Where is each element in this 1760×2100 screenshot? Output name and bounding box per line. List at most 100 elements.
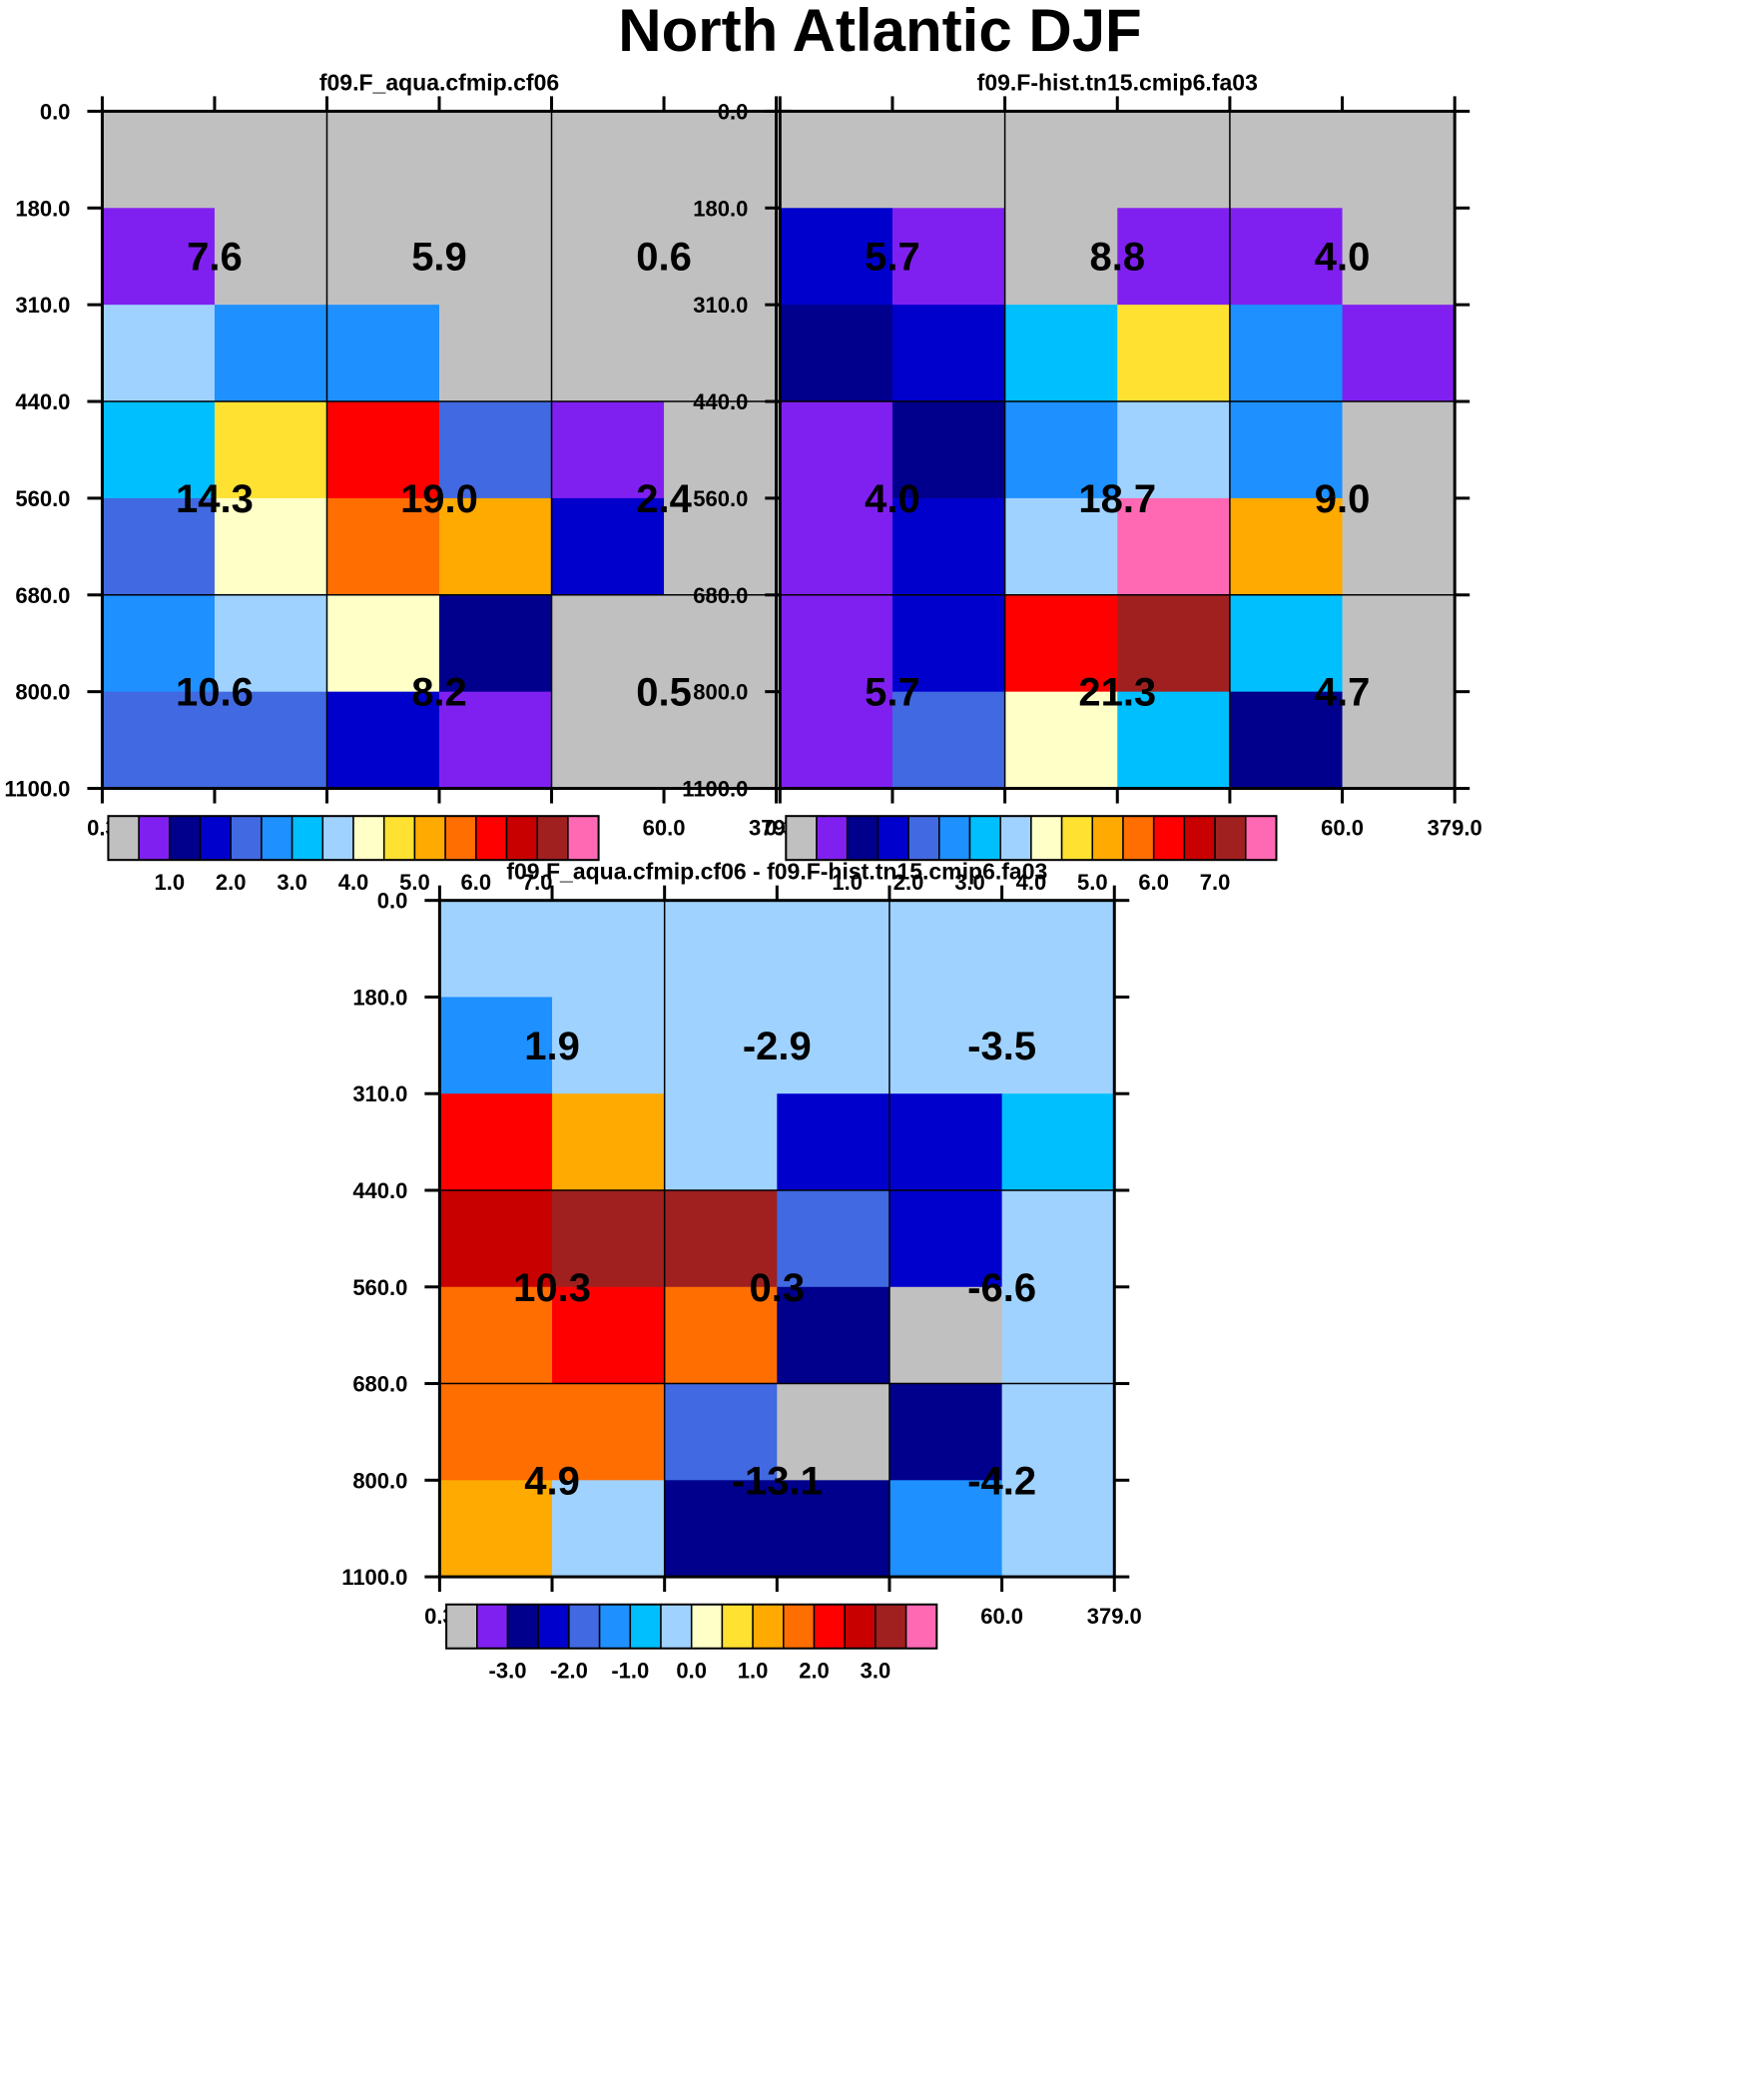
- heatmap-cell: [326, 594, 440, 693]
- heatmap-cell: [551, 111, 665, 209]
- heatmap-cell: [777, 1480, 890, 1578]
- heatmap-cell: [1342, 208, 1456, 306]
- y-tick-label: 800.0: [15, 680, 70, 705]
- heatmap-cell: [891, 401, 1006, 499]
- y-tick-label: 310.0: [352, 1081, 407, 1106]
- heatmap-cell: [1342, 594, 1456, 693]
- heatmap-cell: [664, 208, 778, 306]
- heatmap-cell: [664, 1189, 778, 1288]
- colorbar-box: [1122, 815, 1155, 861]
- block-value-label: -4.2: [967, 1459, 1036, 1503]
- colorbar-box: [1183, 815, 1216, 861]
- heatmap-cell: [552, 997, 666, 1094]
- block-value-label: 0.3: [750, 1266, 806, 1310]
- x-tick-label: 60.0: [643, 816, 686, 841]
- colorbar-box: [875, 1603, 907, 1650]
- colorbar-label: -1.0: [611, 1659, 649, 1684]
- heatmap-cell: [1117, 305, 1231, 402]
- heatmap-cell: [1117, 111, 1231, 209]
- colorbar-label: 4.0: [1016, 870, 1047, 895]
- heatmap-cell: [1001, 997, 1115, 1094]
- panel-title: f09.F-hist.tn15.cmip6.fa03: [977, 69, 1258, 95]
- colorbar-label: 6.0: [1138, 870, 1169, 895]
- heatmap-cell: [891, 111, 1006, 209]
- x-tick-label: 379.0: [1087, 1604, 1142, 1629]
- colorbar-label: 6.0: [461, 870, 492, 895]
- heatmap-cell: [664, 401, 778, 499]
- colorbar-label: 1.0: [155, 870, 186, 895]
- colorbar-label: -2.0: [550, 1659, 588, 1684]
- heatmap-cell: [777, 1093, 890, 1191]
- colorbar-box: [752, 1603, 785, 1650]
- block-value-label: -13.1: [732, 1459, 823, 1503]
- heatmap-cell: [777, 1189, 890, 1288]
- heatmap-cell: [439, 1189, 553, 1288]
- colorbar-label: 7.0: [1200, 870, 1231, 895]
- y-tick-label: 800.0: [693, 680, 748, 705]
- heatmap-cell: [102, 305, 216, 402]
- heatmap-cell: [102, 111, 216, 209]
- heatmap-cell: [1001, 1480, 1115, 1578]
- heatmap-cell: [1342, 305, 1456, 402]
- colorbar-label: 4.0: [338, 870, 369, 895]
- heatmap-cell: [780, 594, 893, 693]
- colorbar-label: -3.0: [489, 1659, 527, 1684]
- heatmap-cell: [1004, 111, 1118, 209]
- heatmap-cell: [326, 497, 440, 596]
- colorbar-label: 3.0: [954, 870, 985, 895]
- block-value-label: -2.9: [743, 1025, 812, 1068]
- colorbar-box: [107, 815, 140, 861]
- block-value-label: 0.5: [636, 671, 692, 715]
- colorbar-box: [999, 815, 1032, 861]
- y-tick-label: 680.0: [15, 583, 70, 608]
- colorbar-box: [785, 815, 818, 861]
- heatmap-cell: [1342, 497, 1456, 596]
- heatmap-cell: [326, 208, 440, 306]
- heatmap-cell: [1229, 305, 1344, 402]
- heatmap-cell: [1001, 900, 1115, 999]
- heatmap-cell: [439, 1093, 553, 1191]
- heatmap-cell: [1342, 401, 1456, 499]
- page-title: North Atlantic DJF: [618, 0, 1142, 64]
- y-tick-label: 440.0: [352, 1178, 407, 1203]
- heatmap-cell: [439, 111, 553, 209]
- heatmap-cell: [1117, 691, 1231, 790]
- x-tick-label: 60.0: [980, 1604, 1023, 1629]
- heatmap-cell: [214, 111, 328, 209]
- colorbar-box: [413, 815, 446, 861]
- panel-title: f09.F_aqua.cfmip.cf06: [319, 69, 559, 95]
- block-value-label: 10.6: [176, 671, 254, 715]
- block-value-label: 21.3: [1078, 671, 1156, 715]
- block-value-label: 14.3: [176, 477, 254, 521]
- heatmap-cell: [888, 997, 1003, 1094]
- heatmap-cell: [214, 497, 328, 596]
- heatmap-cell: [664, 497, 778, 596]
- heatmap-cell: [664, 111, 778, 209]
- heatmap-cell: [664, 1093, 778, 1191]
- heatmap-cell: [552, 1286, 666, 1385]
- panel-title: f09.F_aqua.cfmip.cf06 - f09.F-hist.tn15.…: [506, 859, 1047, 885]
- heatmap-cell: [780, 401, 893, 499]
- block-value-label: 2.4: [636, 477, 692, 521]
- heatmap-cell: [439, 691, 553, 790]
- heatmap-cell: [551, 497, 665, 596]
- colorbar-label: 3.0: [277, 870, 307, 895]
- colorbar-label: 7.0: [522, 870, 553, 895]
- heatmap-cell: [1001, 1093, 1115, 1191]
- heatmap-cell: [1117, 497, 1231, 596]
- heatmap-cell: [102, 401, 216, 499]
- heatmap-cell: [664, 594, 778, 693]
- colorbar-box: [904, 1603, 938, 1650]
- y-tick-label: 1100.0: [4, 777, 70, 802]
- colorbar-box: [783, 1603, 816, 1650]
- heatmap-cell: [552, 1093, 666, 1191]
- colorbar-box: [476, 1603, 509, 1650]
- heatmap-cell: [780, 111, 893, 209]
- heatmap-cell: [1004, 594, 1118, 693]
- block-value-label: -3.5: [967, 1025, 1036, 1068]
- x-tick-label: 379.0: [1428, 816, 1482, 841]
- heatmap-cell: [439, 900, 553, 999]
- y-tick-label: 560.0: [693, 486, 748, 511]
- heatmap-cell: [664, 900, 778, 999]
- colorbar-box: [660, 1603, 693, 1650]
